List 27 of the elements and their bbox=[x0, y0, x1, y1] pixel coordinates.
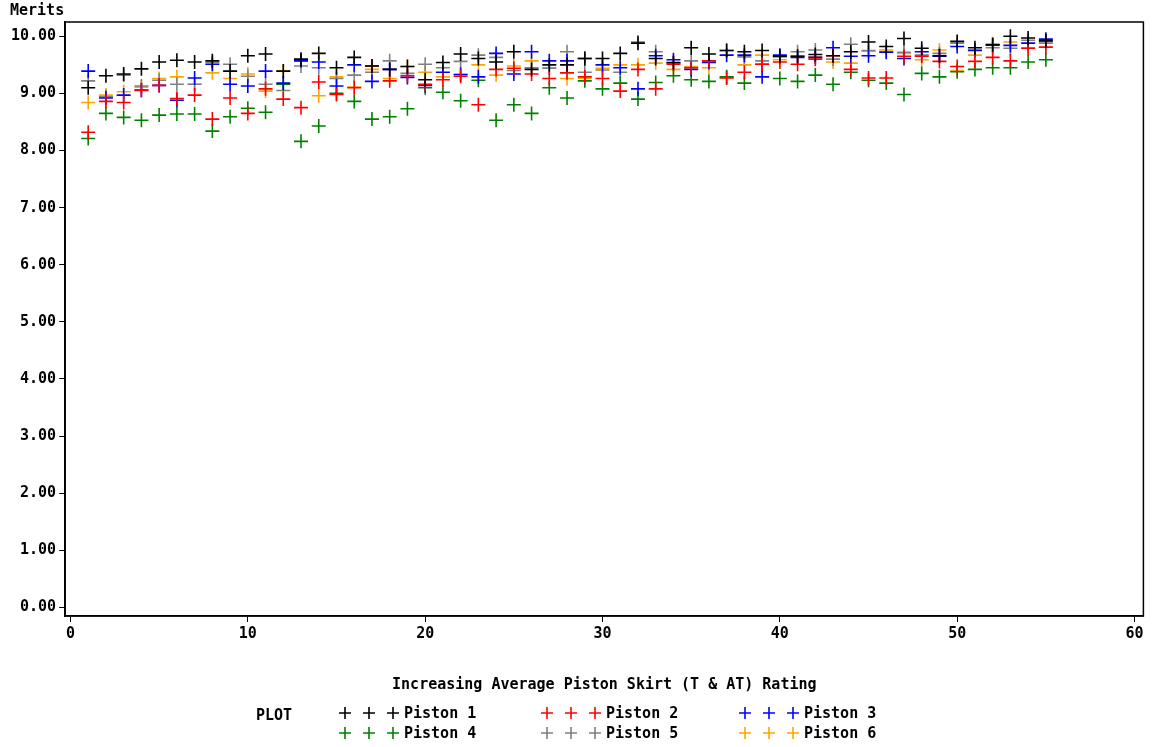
x-tick-label: 50 bbox=[948, 623, 967, 642]
y-tick-label: 9.00 bbox=[20, 83, 57, 102]
x-tick-label: 20 bbox=[416, 623, 435, 642]
legend-label: Piston 4 bbox=[404, 724, 477, 742]
x-tick-label: 60 bbox=[1125, 623, 1144, 642]
legend-label: Piston 2 bbox=[606, 704, 679, 722]
x-tick-label: 30 bbox=[593, 623, 612, 642]
y-tick-label: 8.00 bbox=[20, 140, 57, 159]
y-tick-label: 0.00 bbox=[20, 597, 57, 616]
x-tick-label: 10 bbox=[238, 623, 257, 642]
x-axis-title: Increasing Average Piston Skirt (T & AT) Rating bbox=[392, 674, 817, 693]
legend-title: PLOT bbox=[256, 706, 293, 724]
legend-label: Piston 3 bbox=[804, 704, 877, 722]
y-tick-label: 6.00 bbox=[20, 254, 57, 273]
y-tick-label: 1.00 bbox=[20, 540, 57, 559]
x-tick-label: 40 bbox=[770, 623, 789, 642]
legend-label: Piston 1 bbox=[404, 704, 477, 722]
y-tick-label: 10.00 bbox=[11, 26, 57, 45]
y-axis-title: Merits bbox=[10, 1, 65, 20]
y-tick-label: 4.00 bbox=[20, 368, 57, 387]
x-tick-label: 0 bbox=[65, 623, 75, 642]
y-tick-label: 2.00 bbox=[20, 483, 57, 502]
legend-label: Piston 5 bbox=[606, 724, 679, 742]
y-tick-label: 5.00 bbox=[20, 311, 57, 330]
legend-label: Piston 6 bbox=[804, 724, 877, 742]
y-tick-label: 7.00 bbox=[20, 197, 57, 216]
y-tick-label: 3.00 bbox=[20, 425, 57, 444]
